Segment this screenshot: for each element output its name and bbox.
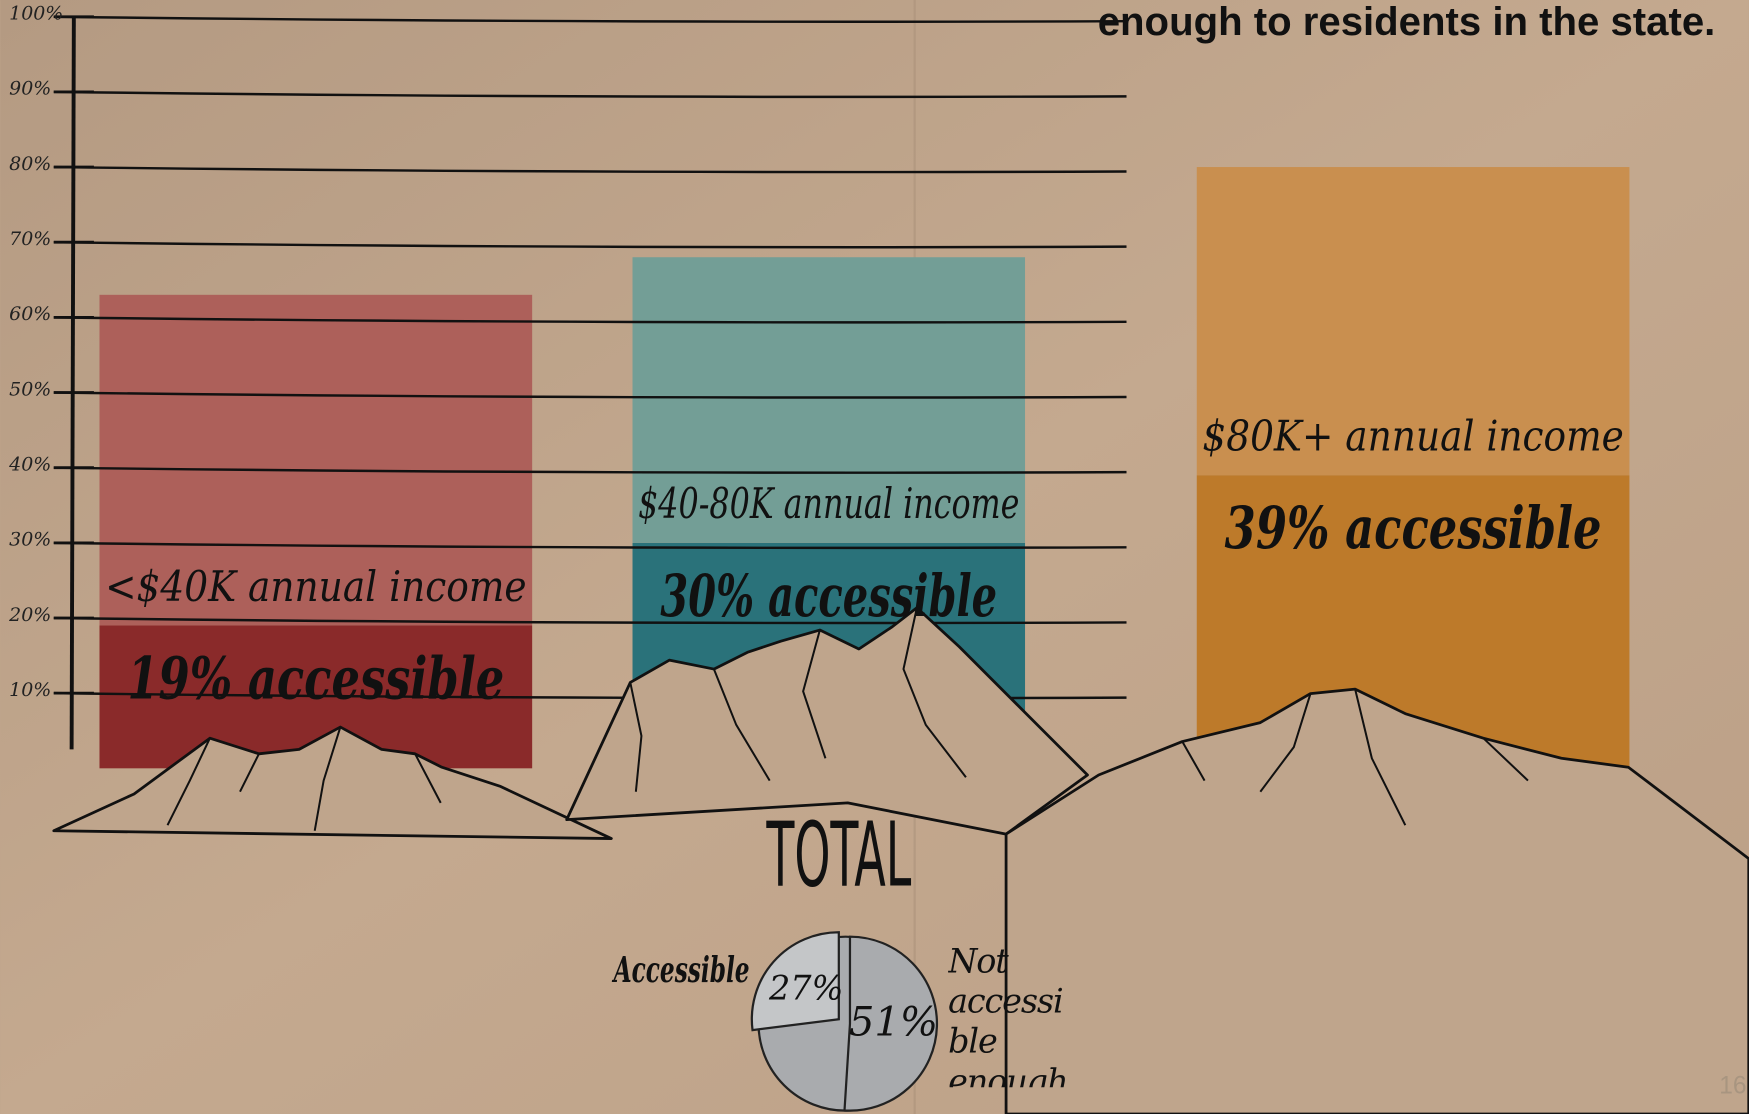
pie-category-box: Not accessible enough <box>948 942 1068 1088</box>
pie-slice <box>843 935 939 1112</box>
mountain <box>565 606 1089 836</box>
grid-line <box>53 466 1127 474</box>
y-tick-label: 20% <box>8 604 51 626</box>
pie-value-label: 27% <box>768 968 843 1007</box>
pie-slice <box>750 931 840 1032</box>
mountain <box>52 725 613 840</box>
category-label: <$40K annual income <box>105 562 527 611</box>
grid-layer <box>53 15 1127 700</box>
slide-title: enough to residents in the state. <box>1098 0 1716 44</box>
y-tick-label: 100% <box>9 2 63 24</box>
pie-category-label: Accessible <box>612 949 750 991</box>
value-label: 39% accessible <box>1225 494 1602 562</box>
category-label: $40-80K annual income <box>638 479 1019 528</box>
grid-line <box>53 541 1127 550</box>
grid-line <box>53 15 1127 23</box>
page-number: 16 <box>1719 1073 1746 1100</box>
grid-line <box>53 391 1127 399</box>
y-tick-label: 80% <box>9 153 51 175</box>
value-label: 30% accessible <box>660 562 997 630</box>
grid-line <box>53 165 1127 174</box>
y-tick-label: 10% <box>9 679 51 701</box>
pie-value-label: 51% <box>849 1000 938 1046</box>
mountains <box>52 606 1749 1114</box>
category-label: $80K+ annual income <box>1202 412 1624 461</box>
grid-line <box>53 90 1127 99</box>
y-tick-label: 70% <box>9 228 51 250</box>
y-tick-label: 40% <box>8 453 51 475</box>
grid-line <box>53 316 1127 324</box>
mountain-detail <box>1181 688 1529 826</box>
grid-line <box>53 616 1127 625</box>
mountain-detail <box>166 726 442 831</box>
bar-segment <box>632 257 1026 543</box>
y-tick-label: 50% <box>9 378 51 400</box>
y-tick-label: 60% <box>9 303 51 325</box>
grid-line <box>53 240 1127 249</box>
y-tick-label: 30% <box>9 529 51 551</box>
mountain-detail <box>629 607 967 792</box>
pie-title: TOTAL <box>766 803 912 907</box>
y-axis <box>69 16 76 750</box>
y-tick-label: 90% <box>9 78 51 100</box>
bar-segment <box>1196 167 1630 476</box>
bar-segment <box>99 294 533 626</box>
value-label: 19% accessible <box>127 644 504 712</box>
pie-category-label: Not accessible enough <box>948 942 1068 1088</box>
pie-layer: TOTAL 27%51% Accessible Not accessible enou… <box>612 803 1069 1112</box>
